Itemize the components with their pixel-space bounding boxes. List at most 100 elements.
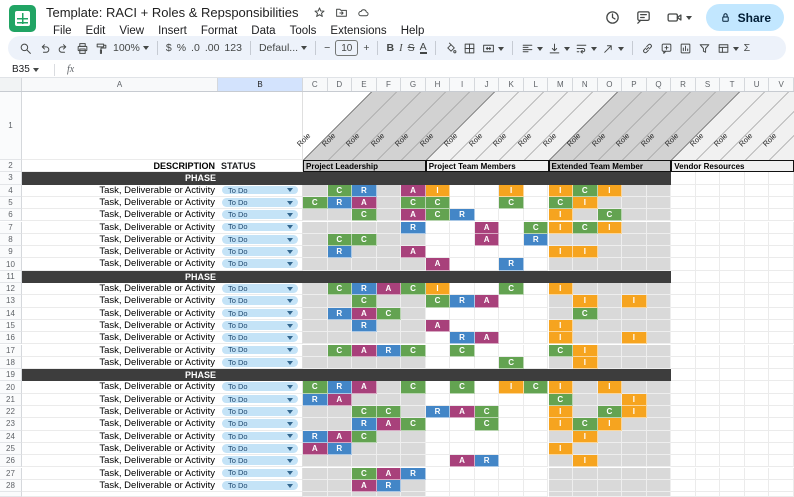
grid-cell[interactable] (474, 184, 500, 197)
grid-cell[interactable] (523, 258, 549, 271)
raci-cell[interactable]: I (548, 246, 574, 259)
grid-cell[interactable] (597, 246, 623, 259)
grid-cell[interactable] (474, 344, 500, 357)
grid-cell[interactable] (376, 209, 402, 222)
grid-cell[interactable] (352, 221, 377, 234)
raci-cell[interactable]: C (352, 209, 377, 222)
grid-cell[interactable] (646, 246, 672, 259)
filter-icon[interactable] (698, 39, 712, 57)
grid-cell[interactable] (352, 258, 377, 271)
grid-cell[interactable] (303, 418, 328, 431)
raci-cell[interactable]: I (548, 381, 574, 394)
raci-cell[interactable]: A (327, 430, 353, 443)
grid-cell[interactable] (646, 467, 672, 480)
grid-cell[interactable] (303, 221, 328, 234)
grid-cell[interactable] (695, 430, 721, 443)
grid-cell[interactable] (769, 283, 794, 296)
grid-cell[interactable] (474, 430, 500, 443)
task-description-cell[interactable]: Task, Deliverable or Activity (22, 467, 218, 480)
grid-cell[interactable] (303, 467, 328, 480)
grid-cell[interactable] (671, 393, 696, 406)
raci-cell[interactable]: C (352, 295, 377, 308)
grid-cell[interactable] (499, 406, 524, 419)
grid-cell[interactable] (695, 344, 721, 357)
grid-cell[interactable] (720, 196, 745, 210)
raci-cell[interactable]: C (573, 221, 598, 234)
share-button[interactable]: Share (705, 4, 784, 31)
grid-cell[interactable] (327, 221, 353, 234)
grid-cell[interactable] (695, 319, 721, 333)
grid-cell[interactable] (622, 258, 647, 271)
grid-cell[interactable] (474, 258, 500, 271)
grid-cell[interactable] (523, 283, 549, 296)
grid-cell[interactable] (769, 270, 794, 283)
grid-cell[interactable] (744, 479, 770, 493)
grid-cell[interactable] (720, 233, 745, 247)
column-header-H[interactable]: H (425, 78, 451, 91)
grid-cell[interactable] (401, 455, 426, 468)
grid-cell[interactable] (695, 270, 721, 283)
grid-cell[interactable] (769, 455, 794, 468)
status-dropdown[interactable]: To Do (222, 198, 298, 207)
column-header-J[interactable]: J (474, 78, 500, 91)
bold-button[interactable]: B (386, 42, 395, 54)
row-header-3[interactable]: 3 (0, 172, 22, 185)
grid-cell[interactable] (303, 283, 328, 296)
grid-cell[interactable] (695, 283, 721, 296)
grid-cell[interactable] (720, 258, 745, 271)
redo-icon[interactable] (56, 39, 70, 57)
grid-cell[interactable] (646, 221, 672, 234)
grid-cell[interactable] (352, 492, 377, 497)
grid-cell[interactable] (376, 393, 402, 406)
grid-cell[interactable] (671, 258, 696, 271)
column-header-F[interactable]: F (376, 78, 402, 91)
status-dropdown[interactable]: To Do (222, 456, 298, 465)
grid-cell[interactable] (376, 295, 402, 308)
grid-cell[interactable] (744, 369, 770, 382)
grid-cell[interactable] (671, 479, 696, 493)
grid-cell[interactable] (499, 246, 524, 259)
raci-cell[interactable]: A (303, 442, 328, 456)
grid-cell[interactable] (622, 307, 647, 320)
raci-cell[interactable]: I (622, 332, 647, 345)
raci-cell[interactable]: C (401, 418, 426, 431)
grid-cell[interactable] (401, 430, 426, 443)
menu-item-edit[interactable]: Edit (85, 25, 106, 37)
italic-button[interactable]: I (399, 42, 403, 54)
raci-cell[interactable]: A (352, 479, 377, 493)
grid-cell[interactable] (573, 393, 598, 406)
raci-cell[interactable]: I (425, 184, 451, 197)
grid-cell[interactable] (769, 492, 794, 497)
grid-cell[interactable] (720, 442, 745, 456)
grid-cell[interactable] (769, 467, 794, 480)
grid-cell[interactable] (695, 209, 721, 222)
raci-cell[interactable]: C (327, 184, 353, 197)
grid-cell[interactable] (573, 406, 598, 419)
grid-cell[interactable] (303, 246, 328, 259)
grid-cell[interactable] (646, 479, 672, 493)
grid-cell[interactable] (450, 246, 475, 259)
raci-cell[interactable]: I (548, 406, 574, 419)
grid-cell[interactable] (769, 406, 794, 419)
print-icon[interactable] (75, 39, 89, 57)
raci-cell[interactable]: C (352, 430, 377, 443)
grid-cell[interactable] (303, 479, 328, 493)
grid-cell[interactable] (548, 233, 574, 247)
grid-cell[interactable] (646, 393, 672, 406)
grid-cell[interactable] (695, 479, 721, 493)
grid-cell[interactable] (401, 307, 426, 320)
grid-cell[interactable] (646, 344, 672, 357)
grid-cell[interactable] (744, 221, 770, 234)
grid-cell[interactable] (376, 246, 402, 259)
grid-cell[interactable] (523, 406, 549, 419)
grid-cell[interactable] (744, 270, 770, 283)
task-description-cell[interactable]: Task, Deliverable or Activity (22, 209, 218, 222)
column-header-U[interactable]: U (744, 78, 770, 91)
raci-cell[interactable]: R (327, 246, 353, 259)
task-description-cell[interactable]: Task, Deliverable or Activity (22, 455, 218, 468)
raci-cell[interactable]: C (425, 209, 451, 222)
task-description-cell[interactable]: Task, Deliverable or Activity (22, 258, 218, 271)
raci-cell[interactable]: C (401, 381, 426, 394)
raci-cell[interactable]: I (548, 442, 574, 456)
row-header-1[interactable]: 1 (0, 92, 22, 160)
